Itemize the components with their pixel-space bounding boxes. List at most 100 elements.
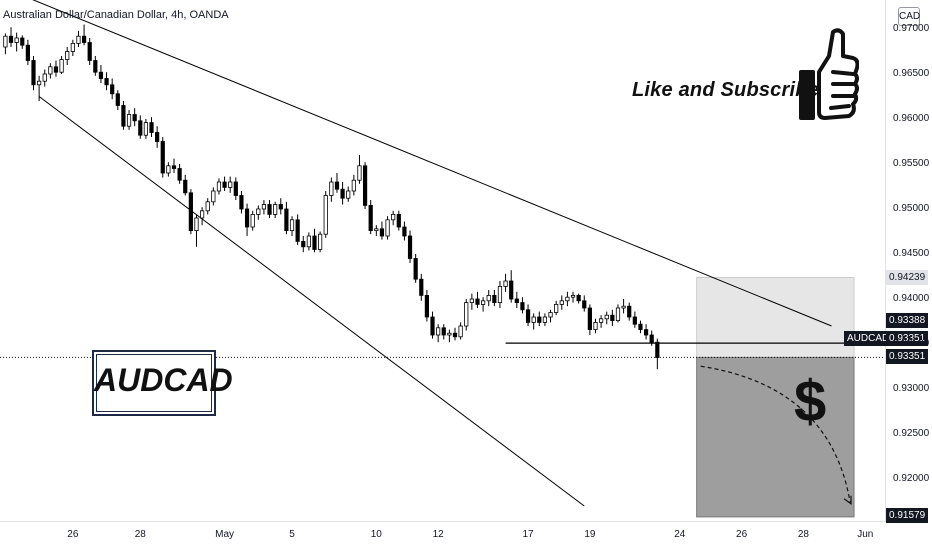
- candle-down: [177, 168, 182, 181]
- candle-down: [160, 141, 165, 174]
- price-tick-label: 0.97000: [893, 23, 930, 34]
- candle-up: [228, 181, 233, 188]
- candle-down: [514, 298, 519, 303]
- candle-down: [368, 204, 373, 231]
- candle-down: [475, 298, 480, 305]
- candle-down: [8, 35, 14, 43]
- candle-down: [284, 208, 289, 232]
- candle-up: [458, 325, 463, 338]
- price-tick-label: 0.95500: [893, 158, 930, 169]
- candle-down: [233, 181, 238, 196]
- lower-trendline: [38, 96, 585, 507]
- candle-down: [582, 300, 587, 309]
- symbol-box-text: AUDCAD: [94, 362, 233, 398]
- candle-up: [486, 294, 491, 302]
- candle-up: [37, 80, 42, 86]
- projection-arrow: [700, 365, 851, 502]
- price-tick-label: 0.94500: [893, 248, 930, 259]
- candle-down: [525, 309, 531, 323]
- candle-down: [183, 179, 188, 194]
- like-subscribe-text: Like and Subscribe: [632, 79, 819, 101]
- candle-down: [138, 120, 143, 136]
- candle-up: [199, 210, 205, 219]
- candle-down: [424, 294, 430, 318]
- candle-down: [643, 329, 649, 336]
- candle-up: [48, 66, 53, 75]
- candle-down: [492, 294, 497, 303]
- candle-up: [542, 316, 548, 323]
- candle-down: [25, 44, 30, 61]
- symbol-price-tag[interactable]: AUDCAD: [844, 331, 893, 346]
- candle-up: [70, 43, 75, 52]
- candle-up: [42, 73, 47, 82]
- candle-down: [441, 327, 446, 336]
- time-tick-label: 12: [432, 529, 444, 540]
- price-tick-label: 0.93500: [893, 338, 930, 349]
- candle-up: [329, 181, 334, 196]
- candle-up: [306, 235, 311, 248]
- time-tick-label: 24: [674, 529, 686, 540]
- candle-down: [244, 208, 250, 228]
- candle-down: [98, 71, 104, 79]
- short-target-zone: [696, 356, 855, 518]
- candle-up: [65, 51, 70, 61]
- candle-down: [121, 105, 126, 127]
- candle-up: [374, 228, 379, 232]
- price-tick-label: 0.93000: [893, 383, 930, 394]
- candle-down: [638, 323, 643, 331]
- time-tick-label: 19: [584, 529, 596, 540]
- currency-badge[interactable]: CAD: [898, 7, 920, 26]
- candle-down: [295, 219, 300, 242]
- symbol-box: AUDCAD: [92, 350, 233, 416]
- time-tick-label: 28: [797, 529, 809, 540]
- candle-down: [110, 84, 115, 95]
- price-tick-label: 0.96500: [893, 68, 930, 79]
- price-label-zone-top: 0.94239: [886, 270, 929, 285]
- candle-up: [76, 35, 81, 44]
- candle-down: [149, 122, 154, 133]
- price-label-current-line: 0.93351: [886, 349, 929, 364]
- candle-down: [239, 195, 244, 210]
- upper-zone: [696, 276, 855, 358]
- candle-up: [318, 233, 323, 250]
- candle-down: [537, 316, 542, 323]
- candle-down: [278, 204, 283, 210]
- candle-down: [396, 213, 401, 228]
- candle-up: [256, 208, 261, 215]
- candle-up: [211, 190, 216, 203]
- candle-up: [126, 114, 132, 127]
- candle-down: [104, 78, 109, 86]
- candle-up: [216, 181, 222, 192]
- candle-up: [531, 316, 536, 323]
- price-label-current: 0.93351: [886, 331, 929, 346]
- candle-down: [132, 114, 137, 122]
- candle-down: [509, 280, 514, 300]
- candle-down: [53, 66, 59, 73]
- time-tick-label: 10: [370, 529, 382, 540]
- price-label-bottom: 0.91579: [886, 508, 929, 523]
- candle-down: [576, 294, 581, 302]
- time-tick-label: 26: [736, 529, 748, 540]
- candle-down: [655, 341, 660, 358]
- candle-up: [497, 285, 503, 303]
- candle-up: [250, 213, 255, 228]
- time-tick-label: 26: [67, 529, 79, 540]
- candle-down: [93, 60, 98, 73]
- candle-down: [267, 204, 272, 215]
- candle-down: [155, 132, 160, 142]
- candle-up: [554, 303, 559, 313]
- candle-down: [407, 235, 413, 259]
- candle-down: [402, 226, 407, 237]
- price-tick-label: 0.92000: [893, 473, 930, 484]
- candle-up: [166, 165, 171, 174]
- candle-up: [469, 298, 474, 303]
- candle-down: [419, 278, 424, 296]
- candle-up: [593, 321, 598, 330]
- candle-down: [610, 314, 615, 322]
- candle-down: [520, 302, 525, 311]
- candle-up: [503, 280, 508, 287]
- candle-down: [222, 181, 227, 188]
- time-tick-label: 5: [289, 529, 295, 540]
- candle-up: [261, 204, 267, 210]
- candle-down: [312, 235, 317, 250]
